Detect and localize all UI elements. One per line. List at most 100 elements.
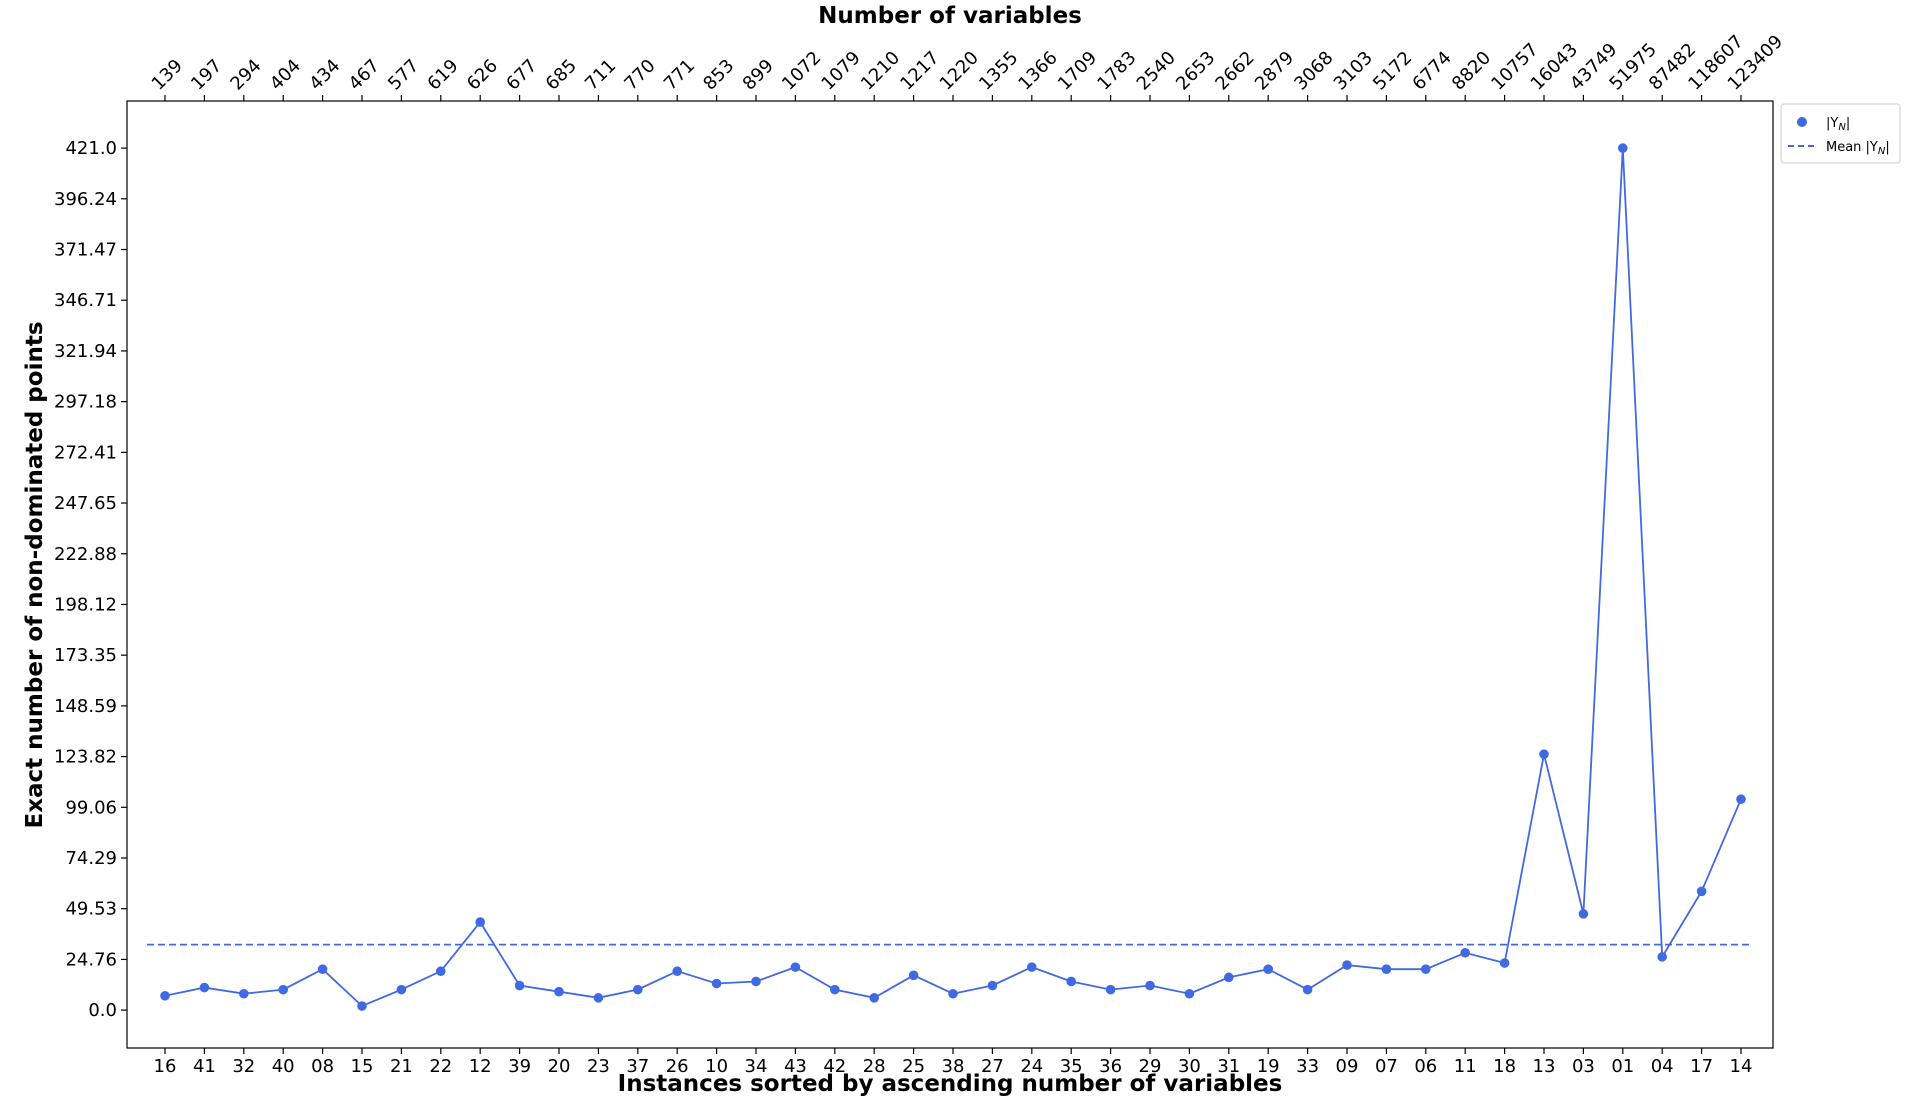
- data-point: [790, 962, 801, 972]
- x-tick-label: 23: [587, 1056, 610, 1077]
- y-tick-label: 222.88: [54, 544, 117, 565]
- data-point: [1105, 984, 1116, 995]
- top-x-axis: 139 197 294 404 434 467 577 619 626 677 685 711 770 7…: [148, 31, 1787, 101]
- y-tick-label: 321.94: [54, 341, 117, 362]
- top-tick-label: 1217: [896, 47, 943, 94]
- x-tick-label: 16: [154, 1056, 177, 1077]
- top-tick-label: 770: [620, 55, 659, 94]
- data-point: [1618, 143, 1628, 153]
- y-tick-label: 371.47: [54, 240, 117, 261]
- top-tick-label: 2540: [1133, 47, 1180, 94]
- top-tick-label: 677: [502, 55, 541, 94]
- top-tick-label: 1355: [975, 47, 1022, 94]
- x-tick-label: 28: [863, 1056, 886, 1077]
- chart-title: Number of variables: [818, 3, 1082, 29]
- x-tick-label: 31: [1217, 1056, 1240, 1077]
- data-point: [711, 978, 722, 989]
- data-point: [830, 984, 840, 995]
- data-point: [948, 988, 958, 999]
- x-tick-label: 20: [548, 1056, 571, 1077]
- top-tick-label: 3103: [1330, 47, 1377, 94]
- x-tick-label: 12: [469, 1056, 492, 1077]
- x-tick-label: 01: [1611, 1056, 1634, 1077]
- x-tick-label: 27: [981, 1056, 1004, 1077]
- top-tick-label: 1709: [1054, 47, 1101, 94]
- series-line: [164, 148, 1742, 1008]
- top-tick-label: 771: [660, 55, 699, 94]
- x-tick-label: 43: [784, 1056, 807, 1077]
- x-tick-label: 32: [232, 1056, 255, 1077]
- top-tick-label: 626: [463, 55, 502, 94]
- x-tick-label: 14: [1730, 1056, 1753, 1077]
- top-tick-label: 5172: [1369, 47, 1416, 94]
- x-axis-title: Instances sorted by ascending number of …: [618, 1071, 1283, 1097]
- top-tick-label: 3068: [1290, 47, 1337, 94]
- data-point: [396, 984, 407, 995]
- legend-label-mean: Mean |YN|: [1826, 140, 1890, 157]
- data-point: [1342, 960, 1352, 970]
- top-tick-label: 6774: [1408, 47, 1455, 94]
- top-tick-label: 139: [148, 55, 187, 94]
- legend-box: [1780, 103, 1901, 164]
- y-tick-label: 173.35: [54, 645, 117, 666]
- x-tick-label: 29: [1139, 1056, 1162, 1077]
- y-tick-label: 99.06: [65, 797, 117, 818]
- data-point: [908, 970, 919, 981]
- x-tick-label: 39: [508, 1056, 531, 1077]
- data-point: [278, 984, 289, 995]
- data-point: [475, 917, 486, 927]
- x-tick-label: 11: [1454, 1056, 1477, 1077]
- y-tick-label: 396.24: [54, 189, 117, 210]
- x-tick-label: 22: [429, 1056, 452, 1077]
- x-tick-label: 13: [1533, 1056, 1556, 1077]
- y-tick-label: 247.65: [54, 493, 117, 514]
- y-tick-label: 297.18: [54, 392, 117, 413]
- data-point: [1460, 947, 1470, 958]
- data-point: [593, 993, 604, 1003]
- top-tick-label: 2879: [1251, 47, 1298, 94]
- x-tick-label: 42: [823, 1056, 846, 1077]
- x-tick-label: 40: [272, 1056, 295, 1077]
- top-tick-label: 899: [739, 55, 778, 94]
- y-tick-label: 148.59: [54, 696, 117, 717]
- data-point: [1145, 980, 1155, 991]
- data-point: [436, 966, 446, 977]
- data-point: [1263, 964, 1273, 974]
- top-tick-label: 197: [187, 55, 226, 94]
- x-tick-label: 21: [390, 1056, 413, 1077]
- y-tick-label: 421.0: [65, 138, 117, 159]
- x-tick-label: 08: [311, 1056, 334, 1077]
- x-tick-label: 24: [1020, 1056, 1043, 1077]
- top-tick-label: 1783: [1093, 47, 1140, 94]
- x-tick-label: 36: [1099, 1056, 1122, 1077]
- x-tick-label: 33: [1296, 1056, 1319, 1077]
- x-tick-label: 26: [666, 1056, 689, 1077]
- data-point: [869, 993, 879, 1003]
- data-point: [1302, 984, 1313, 995]
- x-tick-label: 41: [193, 1056, 216, 1077]
- x-tick-label: 30: [1178, 1056, 1201, 1077]
- data-point: [1381, 964, 1392, 974]
- plot-frame: [126, 100, 1774, 1049]
- data-point: [554, 986, 564, 997]
- top-tick-label: 1366: [1014, 47, 1061, 94]
- top-tick-label: 853: [699, 55, 738, 94]
- data-point: [317, 964, 328, 974]
- top-tick-label: 467: [345, 55, 384, 94]
- x-tick-label: 07: [1375, 1056, 1398, 1077]
- data-point: [1066, 976, 1076, 987]
- data-point: [672, 966, 682, 977]
- data-point: [160, 990, 170, 1001]
- legend: |YN| Mean |YN|: [1780, 103, 1901, 164]
- x-tick-label: 06: [1414, 1056, 1437, 1077]
- top-tick-label: 1220: [936, 47, 983, 94]
- data-point: [199, 982, 210, 993]
- top-tick-label: 404: [266, 55, 305, 94]
- top-tick-label: 294: [226, 55, 265, 94]
- y-tick-label: 198.12: [54, 594, 117, 615]
- data-point: [1539, 749, 1549, 759]
- data-point: [1224, 972, 1234, 983]
- y-tick-label: 123.82: [54, 747, 117, 768]
- data-point: [514, 980, 525, 991]
